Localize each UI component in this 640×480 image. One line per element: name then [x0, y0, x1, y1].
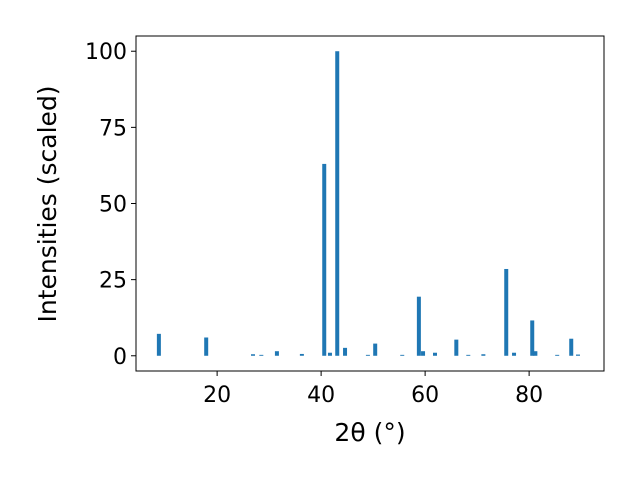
bar — [327, 352, 332, 356]
bar — [259, 354, 264, 356]
bar — [204, 337, 209, 356]
x-tick-label: 20 — [203, 383, 231, 408]
bar — [576, 354, 580, 356]
bar — [512, 352, 517, 356]
bar — [274, 351, 279, 356]
x-tick-label: 40 — [307, 383, 335, 408]
bar — [481, 354, 486, 356]
bar — [533, 351, 538, 356]
bar — [335, 51, 340, 356]
x-tick-label: 60 — [411, 383, 439, 408]
y-tick-label: 50 — [99, 193, 127, 218]
bar — [454, 339, 459, 356]
bar — [373, 343, 378, 356]
bar — [416, 296, 421, 356]
y-axis-label: Intensities (scaled) — [33, 85, 62, 322]
x-axis-label: 2θ (°) — [334, 418, 405, 447]
bar — [156, 333, 161, 356]
bar — [365, 354, 370, 356]
bar — [466, 354, 471, 356]
y-tick-label: 100 — [85, 40, 127, 65]
bar — [322, 163, 327, 356]
y-tick-label: 0 — [113, 345, 127, 370]
bar — [433, 352, 437, 356]
bar — [400, 354, 405, 356]
y-tick-label: 75 — [99, 116, 127, 141]
plot-frame — [135, 35, 605, 372]
bar — [530, 320, 535, 356]
y-tick-label: 25 — [99, 269, 127, 294]
bar — [299, 353, 304, 356]
bar — [555, 354, 560, 356]
bar — [251, 354, 255, 356]
bar — [504, 268, 509, 356]
bar — [343, 347, 348, 356]
bar — [569, 338, 574, 356]
x-tick-label: 80 — [515, 383, 543, 408]
bar — [421, 351, 426, 356]
